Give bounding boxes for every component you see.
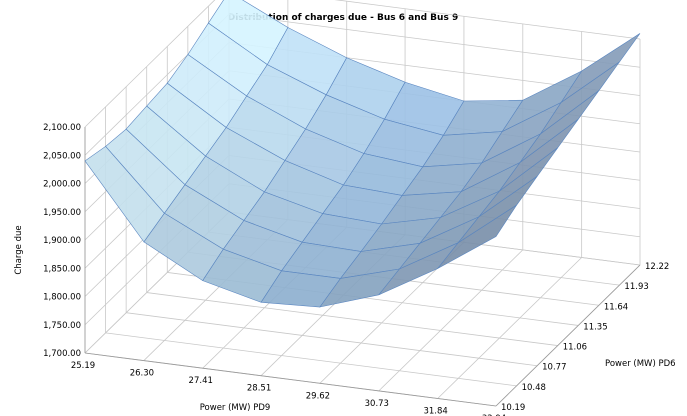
grid-line — [334, 0, 641, 40]
tick-layer: 1,700.00 1,750.00 1,800.00 1,850.00 1,900.00… — [43, 123, 669, 416]
z-tick-label: 1,750.00 — [43, 321, 81, 331]
surface-patch — [437, 204, 517, 269]
x-axis-label: Power (MW) PD9 — [200, 403, 271, 413]
x-tick-label: 31.84 — [423, 406, 447, 416]
y-tick-label: 12.22 — [645, 262, 669, 272]
floor-grid-line — [437, 257, 582, 399]
floor-grid-line — [146, 292, 558, 346]
floor-grid-line — [126, 312, 538, 367]
x-tick-label: 32.94 — [482, 414, 506, 416]
x-tick-label: 28.51 — [247, 384, 271, 394]
chart-title: Distribution of charges due - Bus 6 and … — [228, 13, 458, 23]
surface-patch — [560, 33, 641, 103]
axis-layer — [84, 127, 641, 407]
grid-line — [84, 0, 216, 128]
x-tick-label: 25.19 — [71, 361, 95, 371]
z-tick-label: 1,700.00 — [43, 349, 81, 359]
y-tick-label: 11.06 — [563, 343, 587, 353]
z-tick-label: 1,800.00 — [43, 293, 81, 303]
z-tick-label: 2,100.00 — [43, 123, 81, 133]
x-tick-label: 29.62 — [306, 391, 330, 401]
floor-grid-line — [105, 332, 517, 387]
z-axis-label: Charge due — [14, 225, 24, 274]
y-tick-label: 10.19 — [501, 403, 525, 413]
x-tick-label: 30.73 — [365, 399, 389, 409]
y-tick-label: 10.77 — [542, 363, 566, 373]
z-tick-label: 1,900.00 — [43, 236, 81, 246]
floor-grid-line — [378, 249, 524, 392]
z-tick-label: 1,950.00 — [43, 208, 81, 218]
y-tick-label: 11.64 — [604, 302, 628, 312]
z-tick-label: 2,050.00 — [43, 151, 81, 161]
z-tick-label: 2,000.00 — [43, 180, 81, 190]
y-axis-label: Power (MW) PD6 — [605, 359, 676, 369]
y-tick-label: 11.35 — [583, 322, 607, 332]
y-axis-line — [495, 264, 641, 407]
grid-line — [228, 13, 641, 68]
x-tick-label: 26.30 — [130, 369, 154, 379]
x-axis-line — [84, 352, 497, 407]
x-tick-label: 27.41 — [189, 376, 213, 386]
z-tick-label: 1,850.00 — [43, 264, 81, 274]
surface-layer — [84, 0, 641, 308]
y-tick-label: 10.48 — [522, 383, 546, 393]
y-tick-label: 11.93 — [624, 282, 648, 292]
